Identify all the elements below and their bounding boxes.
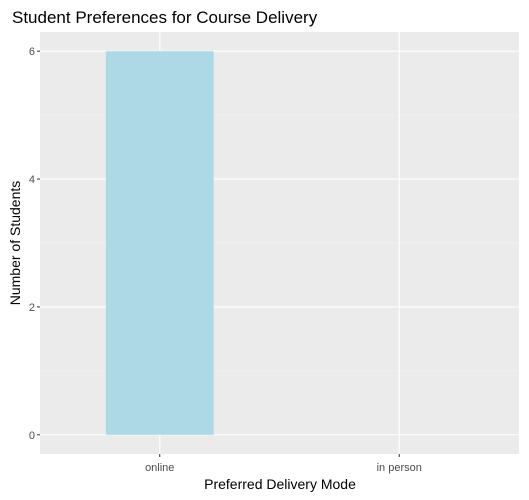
- chart-title: Student Preferences for Course Delivery: [12, 8, 318, 27]
- y-tick-label: 4: [29, 174, 35, 186]
- y-axis-title: Number of Students: [7, 181, 23, 306]
- y-tick-label: 0: [29, 430, 35, 442]
- y-tick-label: 2: [29, 302, 35, 314]
- x-tick-label: online: [145, 462, 174, 474]
- y-tick-label: 6: [29, 46, 35, 58]
- x-tick-label: in person: [377, 462, 422, 474]
- bars-group: [105, 51, 214, 435]
- bar-online: [105, 51, 214, 435]
- x-axis: online in person: [145, 454, 422, 474]
- x-axis-title: Preferred Delivery Mode: [204, 476, 356, 492]
- y-axis: 0 2 4 6: [29, 46, 40, 442]
